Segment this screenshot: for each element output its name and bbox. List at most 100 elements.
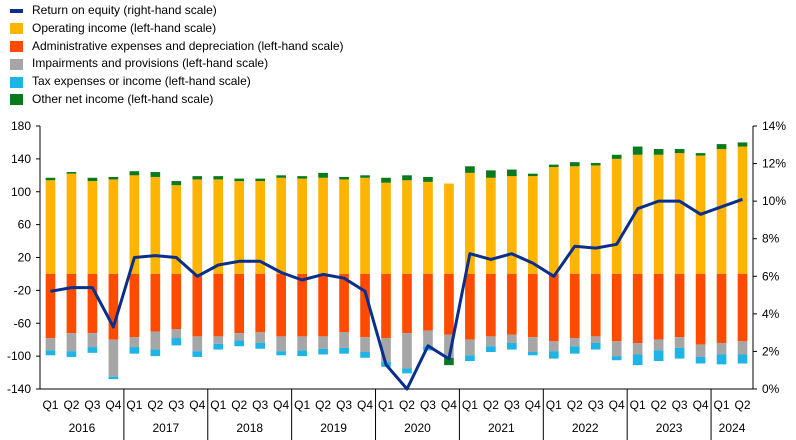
- x-tick-label: Q2: [63, 398, 79, 412]
- left-tick-label: 20: [18, 251, 32, 265]
- bar-impairments: [381, 338, 391, 362]
- bar-operating-income: [507, 176, 517, 274]
- bar-tax: [150, 349, 161, 357]
- right-tick-label: 8%: [762, 232, 780, 246]
- year-label: 2021: [488, 421, 515, 435]
- bar-tax: [611, 356, 622, 361]
- x-tick-label: Q1: [42, 398, 58, 412]
- bar-admin-expenses: [66, 273, 77, 334]
- x-tick-label: Q3: [336, 398, 352, 412]
- bar-operating-income: [444, 183, 454, 274]
- x-tick-label: Q1: [378, 398, 394, 412]
- bar-admin-expenses: [129, 273, 140, 338]
- bar-other: [507, 169, 517, 177]
- bar-operating-income: [716, 149, 727, 274]
- bar-operating-income: [737, 146, 748, 274]
- x-tick-label: Q1: [294, 398, 310, 412]
- bar-other: [339, 176, 349, 180]
- bar-tax: [339, 347, 349, 354]
- right-tick-label: 6%: [762, 269, 780, 283]
- bar-admin-expenses: [590, 273, 601, 337]
- bar-tax: [276, 351, 286, 356]
- bar-other-negative: [444, 357, 454, 366]
- bar-impairments: [632, 342, 643, 355]
- x-tick-label: Q4: [441, 398, 457, 412]
- bar-other: [360, 175, 370, 178]
- bar-tax: [318, 348, 328, 355]
- bar-other: [276, 175, 286, 178]
- left-tick-label: 180: [11, 119, 31, 133]
- bar-other: [737, 142, 748, 147]
- bar-operating-income: [486, 177, 496, 274]
- bar-other: [674, 149, 685, 154]
- left-tick-label: 60: [18, 218, 32, 232]
- bar-impairments: [129, 337, 140, 348]
- legend-item-tax: Tax expenses or income (left-hand scale): [10, 73, 344, 91]
- x-tick-label: Q4: [693, 398, 709, 412]
- right-tick-label: 14%: [762, 119, 786, 133]
- x-tick-label: Q2: [735, 398, 751, 412]
- bar-tax: [548, 351, 559, 359]
- bar-admin-expenses: [360, 273, 370, 338]
- bar-impairments: [297, 336, 307, 351]
- bar-admin-expenses: [234, 273, 245, 334]
- bar-operating-income: [360, 177, 370, 274]
- bar-operating-income: [234, 181, 245, 274]
- bar-impairments: [318, 336, 328, 349]
- x-tick-label: Q3: [84, 398, 100, 412]
- legend-item-operating-income: Operating income (left-hand scale): [10, 20, 344, 38]
- bar-admin-expenses: [87, 273, 98, 334]
- bar-impairments: [590, 336, 601, 343]
- bar-impairments: [402, 333, 412, 369]
- x-tick-label: Q4: [609, 398, 625, 412]
- bar-other: [716, 144, 727, 150]
- bar-other: [569, 162, 580, 167]
- left-tick-label: -60: [14, 316, 32, 330]
- bar-impairments: [150, 331, 161, 350]
- bar-admin-expenses: [716, 273, 727, 343]
- bar-other: [171, 181, 182, 186]
- bar-other: [486, 170, 496, 178]
- bar-operating-income: [129, 175, 140, 274]
- bar-impairments: [465, 339, 475, 356]
- bar-other: [381, 177, 391, 183]
- bar-tax: [87, 347, 98, 353]
- bar-admin-expenses: [45, 273, 56, 339]
- bar-impairments: [213, 336, 224, 344]
- bar-tax: [590, 342, 601, 350]
- x-tick-label: Q2: [315, 398, 331, 412]
- bar-tax: [234, 340, 245, 347]
- bar-admin-expenses: [213, 273, 224, 337]
- bar-tax: [171, 338, 182, 346]
- legend-item-roe: Return on equity (right-hand scale): [10, 2, 344, 20]
- bar-admin-expenses: [695, 273, 706, 345]
- bar-impairments: [674, 337, 685, 348]
- bar-other: [318, 172, 328, 178]
- bar-other: [150, 172, 161, 177]
- bar-other: [87, 177, 98, 182]
- bar-impairments: [360, 337, 370, 353]
- bar-tax: [255, 342, 266, 349]
- bar-operating-income: [255, 181, 266, 274]
- bar-admin-expenses: [444, 273, 454, 335]
- legend-label: Tax expenses or income (left-hand scale): [32, 74, 251, 89]
- bar-impairments: [653, 339, 664, 351]
- left-tick-label: -100: [7, 349, 31, 363]
- bar-operating-income: [632, 154, 643, 274]
- left-tick-label: 100: [11, 185, 31, 199]
- bar-other: [423, 176, 433, 182]
- bar-tax: [486, 346, 496, 353]
- bar-tax: [737, 354, 748, 364]
- bar-tax: [632, 354, 643, 366]
- left-tick-label: -20: [14, 283, 32, 297]
- legend-swatch: [10, 8, 23, 13]
- bar-tax: [569, 346, 580, 354]
- bar-other: [213, 176, 224, 180]
- bar-impairments: [423, 330, 433, 347]
- bar-admin-expenses: [737, 273, 748, 342]
- x-tick-label: Q1: [630, 398, 646, 412]
- right-tick-label: 2%: [762, 344, 780, 358]
- bar-other: [66, 172, 77, 174]
- bar-impairments: [486, 336, 496, 347]
- bar-tax: [465, 355, 475, 362]
